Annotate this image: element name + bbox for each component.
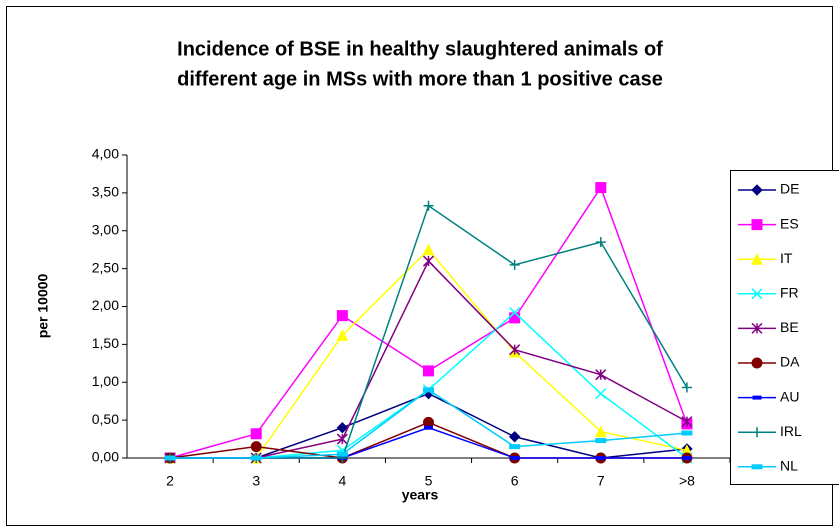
marker	[595, 388, 607, 400]
y-axis-title: per 10000	[35, 273, 51, 338]
marker	[424, 425, 433, 430]
marker	[336, 433, 348, 445]
marker	[681, 382, 692, 393]
legend-label: NL	[780, 458, 798, 474]
marker	[752, 427, 762, 438]
marker	[509, 312, 521, 324]
marker	[752, 395, 762, 400]
legend-label: ES	[780, 215, 799, 231]
x-tick-label: 3	[252, 473, 260, 489]
chart-title: Incidence of BSE in healthy slaughtered …	[177, 38, 663, 60]
x-tick-label: >8	[679, 473, 695, 489]
marker	[510, 456, 520, 460]
y-tick-label: 3,50	[92, 184, 119, 200]
marker	[336, 329, 349, 341]
x-tick-label: 6	[511, 473, 519, 489]
marker	[423, 200, 434, 211]
legend-label: FR	[780, 285, 799, 301]
marker	[509, 259, 520, 270]
marker	[509, 344, 521, 356]
marker	[336, 421, 349, 434]
marker	[509, 444, 521, 450]
x-tick-label: 5	[425, 473, 433, 489]
marker	[336, 451, 348, 457]
marker	[508, 431, 521, 443]
x-tick-label: 2	[166, 473, 174, 489]
legend-label: DA	[780, 354, 800, 370]
marker	[250, 428, 262, 440]
marker	[422, 243, 435, 256]
marker	[423, 387, 434, 393]
marker	[681, 416, 693, 428]
legend-label: IRL	[780, 423, 802, 439]
marker	[751, 357, 763, 369]
y-tick-label: 2,00	[92, 297, 119, 313]
y-tick-label: 1,00	[92, 373, 119, 389]
marker	[751, 322, 763, 334]
y-tick-label: 3,00	[92, 221, 119, 237]
legend-label: IT	[780, 250, 793, 266]
marker	[422, 255, 435, 267]
legend-label: DE	[780, 181, 799, 197]
marker	[751, 253, 763, 265]
x-tick-label: 7	[597, 473, 605, 489]
marker	[596, 456, 606, 460]
marker	[751, 464, 763, 470]
marker	[250, 441, 262, 453]
y-tick-label: 2,50	[92, 259, 119, 275]
chart-border	[6, 6, 833, 526]
marker	[751, 184, 763, 196]
y-tick-label: 0,50	[92, 411, 119, 427]
marker	[682, 456, 692, 460]
y-tick-label: 4,00	[92, 146, 119, 162]
x-tick-label: 4	[338, 473, 346, 489]
legend-label: AU	[780, 388, 799, 404]
marker	[250, 455, 262, 461]
marker	[336, 310, 348, 322]
marker	[509, 307, 521, 319]
y-tick-label: 1,50	[92, 335, 119, 351]
marker	[595, 182, 607, 194]
marker	[594, 425, 607, 437]
x-axis-title: years	[402, 487, 439, 503]
marker	[595, 237, 606, 248]
marker	[751, 288, 763, 300]
marker	[595, 438, 607, 444]
chart-title: different age in MSs with more than 1 po…	[177, 68, 663, 90]
y-tick-label: 0,00	[92, 449, 119, 465]
marker	[595, 369, 607, 381]
marker	[681, 430, 693, 436]
marker	[751, 219, 763, 231]
marker	[164, 455, 176, 461]
marker	[423, 365, 434, 377]
legend-label: BE	[780, 319, 799, 335]
